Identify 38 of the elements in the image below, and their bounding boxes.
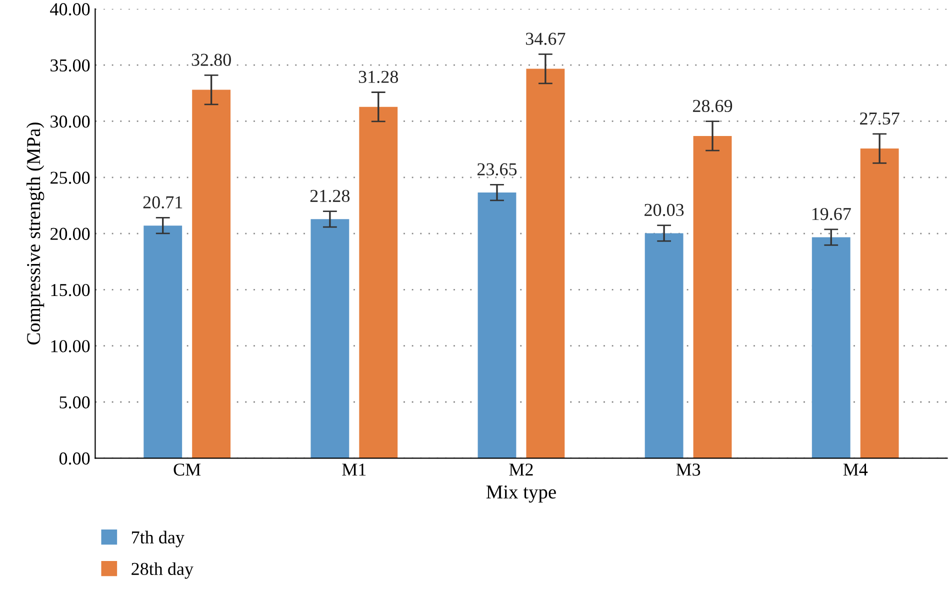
data-label: 32.80: [192, 54, 231, 66]
y-tick-label: 0.00: [59, 452, 90, 465]
bar: [144, 226, 182, 458]
bar: [359, 106, 398, 458]
legend-label: 7th day: [132, 530, 184, 548]
y-tick-label: 40.00: [50, 3, 90, 16]
bar: [812, 237, 850, 458]
data-label: 20.03: [644, 204, 684, 216]
data-label: 28.69: [692, 100, 732, 112]
y-tick-label: 25.00: [50, 172, 90, 184]
data-label: 20.71: [143, 196, 182, 208]
bar: [192, 90, 231, 458]
y-tick-label: 15.00: [51, 284, 90, 296]
x-tick-label: CM: [174, 464, 201, 476]
data-label: 21.28: [310, 190, 350, 202]
bar: [693, 136, 732, 458]
data-label: 19.67: [812, 208, 851, 220]
y-tick-label: 20.00: [50, 228, 90, 240]
data-label: 23.65: [477, 163, 517, 176]
x-tick-label: M2: [509, 464, 533, 476]
bar: [478, 192, 516, 458]
data-label: 34.67: [526, 32, 566, 45]
x-tick-label: M3: [676, 464, 700, 476]
data-label: 27.57: [860, 112, 900, 125]
y-tick-label: 5.00: [60, 396, 90, 409]
y-tick-label: 30.00: [50, 115, 90, 128]
y-tick-label: 35.00: [50, 59, 90, 72]
bar: [526, 68, 565, 458]
bar: [310, 219, 350, 458]
bar: [860, 148, 899, 458]
x-axis-title: Mix type: [486, 486, 556, 503]
y-tick-label: 10.00: [51, 340, 90, 352]
y-axis-title: Compressive strength (MPa): [26, 122, 44, 345]
data-label: 31.28: [358, 70, 398, 84]
legend-label: 28th day: [132, 562, 194, 579]
x-tick-label: M1: [342, 464, 366, 476]
bar: [644, 233, 684, 458]
x-tick-label: M4: [843, 464, 868, 476]
